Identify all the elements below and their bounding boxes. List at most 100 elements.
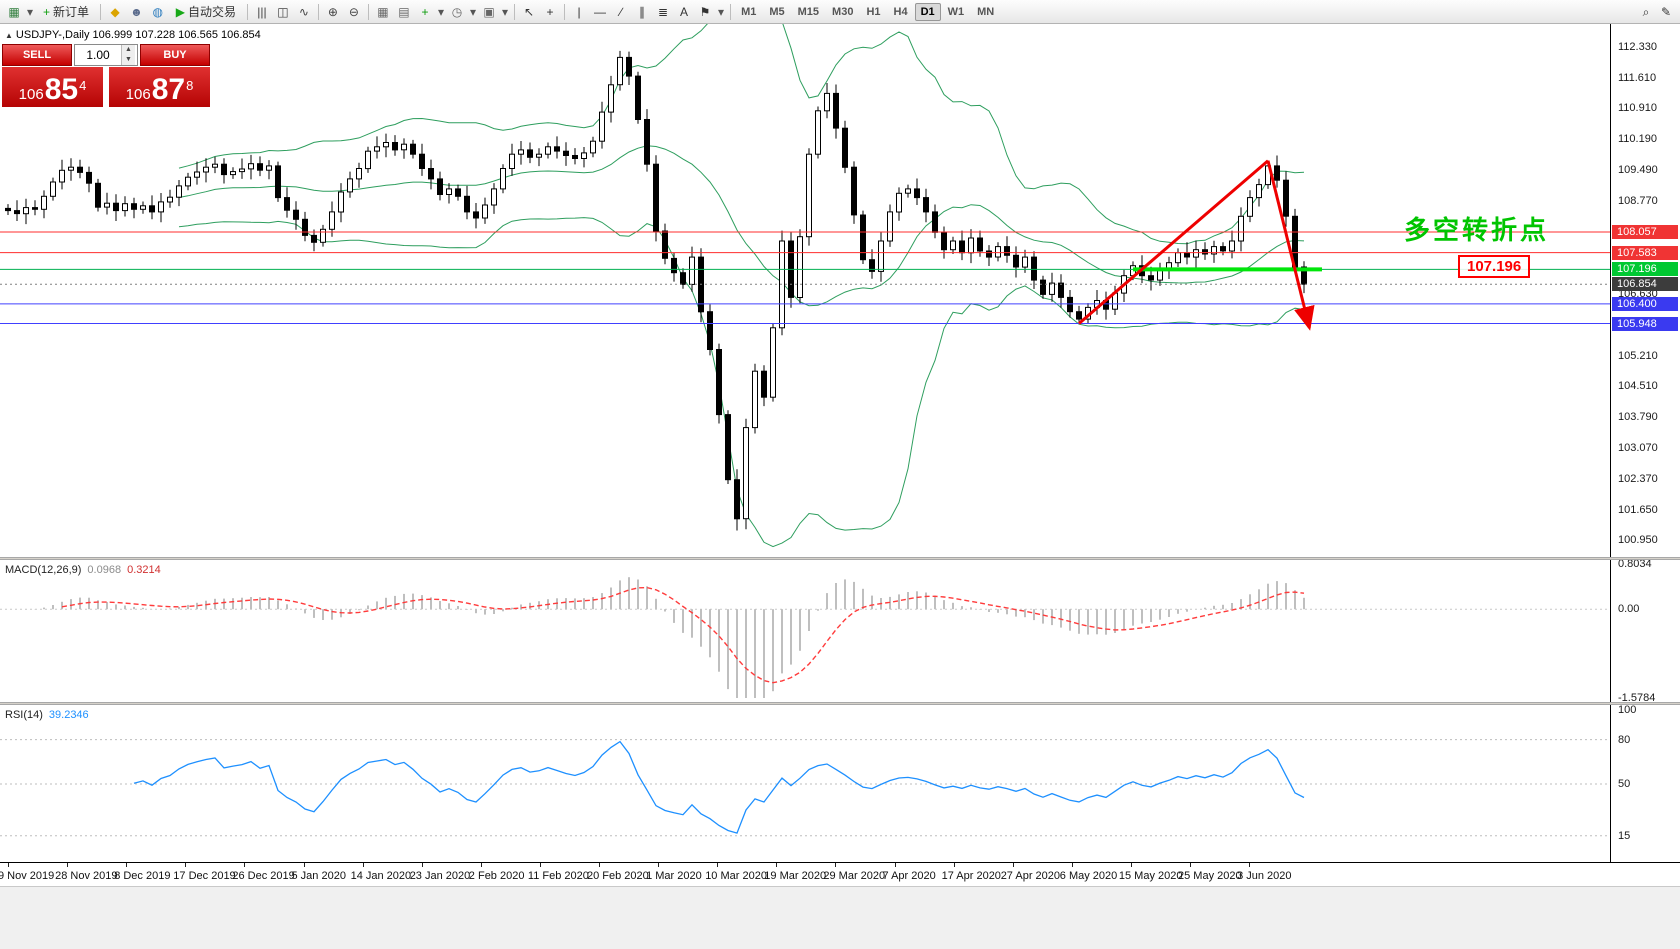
date-label: 1 Mar 2020 — [646, 870, 702, 882]
macd-canvas[interactable] — [0, 560, 1610, 702]
candlestick-chart-button[interactable]: ◫ — [273, 2, 293, 22]
annotation-text[interactable]: 多空转折点 — [1404, 216, 1550, 246]
quick-edit-button[interactable]: ✎ — [1656, 2, 1676, 22]
trend-line-up[interactable] — [1078, 159, 1269, 325]
channel-button[interactable]: ∥ — [632, 2, 652, 22]
zoom-out-button[interactable]: ⊖ — [344, 2, 364, 22]
new-chart-button[interactable]: ▦ — [4, 2, 24, 22]
buy-price-point: 8 — [186, 78, 194, 93]
new-chart-dropdown[interactable]: ▾ — [25, 2, 35, 22]
horizontal-level-lines[interactable] — [0, 231, 1610, 324]
auto-trading-button[interactable]: ▶ 自动交易 — [169, 2, 243, 22]
date-label: 17 Dec 2019 — [173, 870, 236, 882]
indicators-button[interactable]: + — [415, 2, 435, 22]
shapes-dropdown[interactable]: ▾ — [716, 2, 726, 22]
date-label: 20 Feb 2020 — [587, 870, 649, 882]
search-icon: ⌕ — [1642, 4, 1650, 19]
text-label-button[interactable]: ⚑ — [695, 2, 715, 22]
line-chart-button[interactable]: ∿ — [294, 2, 314, 22]
arrange-windows-button[interactable]: ▤ — [394, 2, 414, 22]
volume-input[interactable] — [75, 45, 121, 65]
price-callout[interactable]: 107.196 — [1458, 255, 1531, 278]
templates-dropdown[interactable]: ▾ — [500, 2, 510, 22]
indicators-dropdown[interactable]: ▾ — [436, 2, 446, 22]
timeframe-button-mn[interactable]: MN — [977, 5, 995, 18]
toolbar-right-group: ⌕ ✎ — [1636, 2, 1676, 22]
timeframe-button-m15[interactable]: M15 — [797, 5, 820, 18]
date-label: 23 Jan 2020 — [409, 870, 471, 882]
buy-price-figure: 106 — [125, 86, 151, 103]
zoom-out-icon: ⊖ — [348, 4, 359, 19]
sell-button[interactable]: SELL — [2, 44, 72, 66]
panel-splitter[interactable] — [0, 702, 1680, 705]
timeframe-button-m1[interactable]: M1 — [741, 5, 757, 18]
timeframe-button-w1[interactable]: W1 — [947, 5, 965, 18]
timeframe-button-d1[interactable]: D1 — [914, 2, 941, 21]
community-button[interactable]: ◍ — [148, 2, 168, 22]
tile-windows-button[interactable]: ▦ — [373, 2, 393, 22]
periods-dropdown[interactable]: ▾ — [468, 2, 478, 22]
metaeditor-button[interactable]: ◆ — [105, 2, 125, 22]
price-axis-label: 100.950 — [1618, 534, 1658, 547]
date-tick — [421, 863, 423, 867]
date-axis[interactable]: 9 Nov 2019 28 Nov 2019 8 Dec 2019 17 Dec 20… — [0, 862, 1680, 886]
toolbar-separator — [564, 3, 566, 20]
date-tick — [1249, 863, 1251, 867]
buy-button[interactable]: BUY — [140, 44, 210, 66]
panel-splitter[interactable] — [0, 557, 1680, 560]
periods-button[interactable]: ◷ — [447, 2, 467, 22]
price-axis-label: 104.510 — [1618, 379, 1658, 392]
text-button[interactable]: A — [674, 2, 694, 22]
price-axis-label: 105.210 — [1618, 349, 1658, 362]
rsi-line — [133, 740, 1305, 834]
volume-decrease-button[interactable]: ▼ — [122, 55, 135, 65]
templates-icon: ▾ — [502, 4, 509, 19]
date-label: 10 Mar 2020 — [705, 870, 767, 882]
trendline-button[interactable]: ∕ — [611, 2, 631, 22]
bar-chart-button[interactable]: ||| — [252, 2, 272, 22]
vertical-line-button[interactable]: | — [569, 2, 589, 22]
price-axis-label: 103.790 — [1618, 411, 1658, 424]
timeframe-button-m30[interactable]: M30 — [832, 5, 854, 18]
new-order-button[interactable]: + 新订单 — [36, 2, 96, 22]
macd-panel[interactable]: MACD(12,26,9) 0.0968 0.3214 — [0, 560, 1610, 702]
toolbar-separator — [100, 3, 102, 20]
search-button[interactable]: ⌕ — [1636, 2, 1656, 22]
trend-line-down[interactable] — [1266, 160, 1315, 331]
profile-button[interactable]: ☻ — [126, 2, 147, 22]
date-label: 9 Nov 2019 — [0, 870, 55, 882]
crosshair-button[interactable]: + — [540, 2, 560, 22]
macd-signal-value: 0.3214 — [127, 564, 161, 576]
rsi-axis-label: 100 — [1618, 704, 1637, 716]
rsi-axis-label: 15 — [1618, 829, 1631, 842]
price-tag: 105.948 — [1612, 316, 1678, 331]
crosshair-icon: + — [546, 4, 554, 19]
toolbar-separator — [514, 3, 516, 20]
bollinger-bands — [178, 24, 1305, 548]
price-tag: 107.583 — [1612, 245, 1678, 260]
fibonacci-button[interactable]: ≣ — [653, 2, 673, 22]
timeframe-button-h1[interactable]: H1 — [866, 5, 881, 18]
price-chart-canvas[interactable] — [0, 24, 1610, 557]
templates-button[interactable]: ▣ — [479, 2, 499, 22]
toolbar-separator — [317, 3, 319, 20]
volume-increase-button[interactable]: ▲ — [122, 45, 135, 55]
timeframe-button-h4[interactable]: H4 — [893, 5, 908, 18]
horizontal-line-button[interactable]: — — [590, 2, 610, 22]
cursor-button[interactable]: ↖ — [519, 2, 539, 22]
price-axis[interactable]: 112.330 111.610 110.910 110.190 109.490 108.7… — [1610, 24, 1680, 862]
date-tick — [717, 863, 719, 867]
toolbar-separator — [730, 3, 732, 20]
sell-price[interactable]: 106 85 4 — [2, 67, 103, 107]
buy-price[interactable]: 106 87 8 — [109, 67, 210, 107]
price-axis-label: 110.910 — [1618, 102, 1657, 115]
date-tick — [894, 863, 896, 867]
rsi-canvas[interactable] — [0, 705, 1610, 862]
date-tick — [1012, 863, 1014, 867]
timeframe-button-m5[interactable]: M5 — [769, 5, 785, 18]
rsi-panel[interactable]: RSI(14) 39.2346 — [0, 705, 1610, 862]
main-chart-panel[interactable]: ▲ USDJPY-,Daily 106.999 107.228 106.565 1… — [0, 24, 1610, 557]
zoom-in-button[interactable]: ⊕ — [323, 2, 343, 22]
main-toolbar: ▦ ▾ + 新订单 ◆ ☻ ◍ ▶ 自动交易 ||| ◫ ∿ ⊕ ⊖ ▦ ▤ + ▾ ◷ ▾ ▣ ▾ ↖ + | — ∕ ∥ ≣ A ⚑ ▾ M… — [0, 0, 1680, 24]
